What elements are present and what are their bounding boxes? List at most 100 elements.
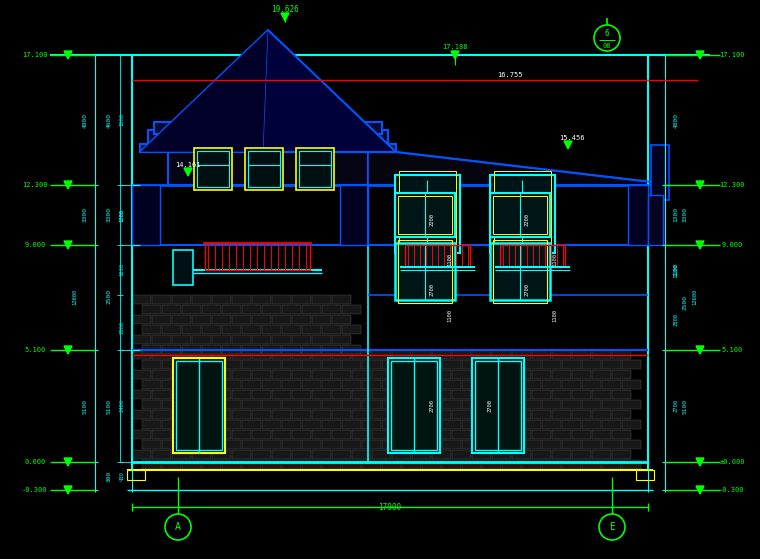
Text: 430: 430 <box>119 471 125 481</box>
Bar <box>132 335 151 344</box>
Bar <box>182 420 201 429</box>
Bar <box>152 410 171 419</box>
Bar <box>212 450 231 459</box>
Bar <box>242 360 261 369</box>
Bar <box>272 295 291 304</box>
Bar <box>202 360 221 369</box>
Text: 2700: 2700 <box>429 400 435 413</box>
Bar <box>192 390 211 399</box>
Bar <box>492 450 511 459</box>
Polygon shape <box>696 458 704 466</box>
Text: 08: 08 <box>603 43 611 49</box>
Bar <box>382 420 401 429</box>
Bar <box>372 390 391 399</box>
Text: 2500: 2500 <box>682 295 688 310</box>
Bar <box>352 350 371 359</box>
Bar <box>422 380 441 389</box>
Polygon shape <box>184 168 192 176</box>
Bar <box>162 380 181 389</box>
Text: 1300: 1300 <box>673 207 679 222</box>
Bar <box>322 420 341 429</box>
Bar <box>172 450 191 459</box>
Bar <box>472 410 491 419</box>
Bar <box>612 450 631 459</box>
Bar <box>152 450 171 459</box>
Bar <box>582 380 601 389</box>
Bar <box>302 420 321 429</box>
Bar <box>242 325 261 334</box>
Bar <box>282 440 301 449</box>
Bar <box>472 358 524 453</box>
Bar <box>522 460 541 469</box>
Bar <box>232 335 251 344</box>
Bar <box>272 430 291 439</box>
Bar <box>612 350 631 359</box>
Bar <box>262 420 281 429</box>
Bar <box>252 335 271 344</box>
Bar <box>542 360 561 369</box>
Bar <box>532 450 551 459</box>
Bar <box>322 305 341 314</box>
Bar <box>482 380 501 389</box>
Bar <box>494 171 551 257</box>
Bar <box>232 370 251 379</box>
Bar <box>127 470 145 480</box>
Bar <box>492 430 511 439</box>
Bar <box>382 460 401 469</box>
Bar <box>182 325 201 334</box>
Bar <box>172 410 191 419</box>
Bar <box>132 350 151 359</box>
Bar <box>282 400 301 409</box>
Text: 2700: 2700 <box>673 400 679 413</box>
Bar <box>552 430 571 439</box>
Bar <box>132 390 151 399</box>
Bar <box>582 440 601 449</box>
Text: 6: 6 <box>605 30 610 39</box>
Bar <box>472 430 491 439</box>
Bar <box>395 243 455 300</box>
Bar <box>532 390 551 399</box>
Bar <box>332 450 351 459</box>
Bar <box>532 430 551 439</box>
Bar <box>352 430 371 439</box>
Bar <box>232 315 251 324</box>
Bar <box>592 430 611 439</box>
Bar <box>142 400 161 409</box>
Text: 1100: 1100 <box>448 253 452 267</box>
Bar <box>562 420 581 429</box>
Text: 12.300: 12.300 <box>719 182 745 188</box>
Bar <box>262 345 281 354</box>
Bar <box>322 440 341 449</box>
Bar <box>392 430 411 439</box>
Bar <box>282 360 301 369</box>
Bar <box>299 151 331 187</box>
Bar <box>312 295 331 304</box>
Bar <box>562 380 581 389</box>
Text: 2200: 2200 <box>524 214 530 226</box>
Bar <box>422 420 441 429</box>
Bar <box>302 325 321 334</box>
Polygon shape <box>64 181 72 189</box>
Bar <box>222 420 241 429</box>
Bar <box>176 361 222 450</box>
Bar <box>432 410 451 419</box>
Bar <box>612 370 631 379</box>
Text: 2200: 2200 <box>429 214 435 226</box>
Bar <box>192 335 211 344</box>
Bar <box>512 410 531 419</box>
Bar <box>412 430 431 439</box>
Bar <box>342 380 361 389</box>
Bar <box>132 410 151 419</box>
Bar <box>332 335 351 344</box>
Polygon shape <box>64 486 72 494</box>
Bar <box>162 345 181 354</box>
Bar <box>512 430 531 439</box>
Bar <box>340 185 368 245</box>
Polygon shape <box>64 241 72 249</box>
Bar <box>442 400 461 409</box>
Bar <box>452 450 471 459</box>
Bar <box>272 390 291 399</box>
Bar <box>132 430 151 439</box>
Polygon shape <box>140 30 396 152</box>
Polygon shape <box>564 141 572 149</box>
